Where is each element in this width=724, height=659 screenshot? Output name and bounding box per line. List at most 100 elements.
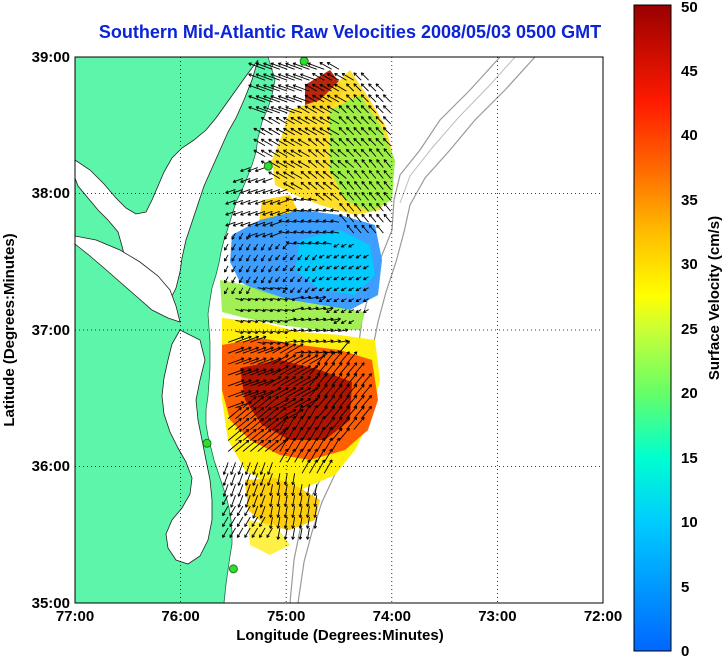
velocity-vector (227, 417, 242, 430)
velocity-vector (225, 210, 236, 216)
velocity-vector (312, 83, 325, 92)
velocity-vector (285, 95, 303, 103)
velocity-vector (368, 105, 377, 114)
velocity-vector (277, 62, 295, 70)
velocity-vector (308, 208, 317, 212)
velocity-vector (340, 254, 347, 259)
velocity-vector (227, 379, 245, 387)
velocity-vector (269, 210, 281, 216)
velocity-vector (330, 208, 340, 212)
velocity-vector (294, 387, 311, 398)
velocity-vector (282, 254, 288, 261)
velocity-vector (324, 350, 334, 354)
velocity-vector (246, 243, 251, 251)
y-axis-label: Latitude (Degrees:Minutes) (1, 233, 18, 426)
velocity-vector (360, 148, 369, 157)
velocity-vector (270, 84, 288, 92)
velocity-vector (297, 265, 303, 272)
velocity-vector (278, 230, 288, 234)
velocity-vector (257, 308, 266, 313)
velocity-vector (348, 265, 355, 270)
velocity-vector (262, 188, 273, 194)
velocity-vector (276, 495, 281, 507)
velocity-vector (297, 127, 310, 136)
velocity-vector (255, 73, 273, 81)
velocity-vector (309, 350, 319, 354)
velocity-vector (368, 94, 377, 103)
radar-station-marker (299, 56, 309, 66)
velocity-vector (235, 379, 252, 387)
velocity-vector (235, 357, 252, 365)
velocity-vector (254, 188, 266, 194)
velocity-vector (252, 505, 259, 519)
velocity-vector (297, 138, 310, 147)
velocity-vector (313, 506, 318, 518)
velocity-vector (270, 62, 288, 70)
velocity-vector (353, 148, 362, 157)
velocity-vector (276, 516, 281, 529)
velocity-vector (235, 346, 252, 354)
velocity-vector (339, 202, 347, 212)
velocity-vector (257, 417, 272, 430)
velocity-vector (287, 409, 304, 420)
velocity-vector (235, 319, 244, 324)
velocity-vector (353, 94, 362, 103)
velocity-vector (307, 181, 318, 190)
velocity-vector (227, 335, 245, 343)
velocity-vector (275, 243, 281, 250)
velocity-vector (250, 428, 265, 441)
plot-frame (74, 56, 604, 604)
velocity-vector (282, 287, 288, 294)
velocity-vector (318, 298, 325, 303)
velocity-vector (304, 276, 310, 283)
velocity-vector (353, 116, 362, 125)
velocity-vector (222, 516, 229, 527)
velocity-vector (269, 506, 273, 518)
velocity-vector (348, 298, 355, 303)
velocity-vector (355, 276, 362, 281)
velocity-vector (331, 339, 341, 343)
velocity-vector (319, 72, 332, 81)
velocity-vector (222, 462, 229, 475)
velocity-vector (224, 265, 229, 273)
velocity-vector (247, 188, 258, 194)
velocity-vector (285, 106, 303, 114)
velocity-vector (346, 213, 355, 223)
velocity-vector (230, 462, 236, 475)
velocity-vector (227, 401, 245, 409)
velocity-vector (339, 213, 347, 223)
velocity-vector (250, 417, 265, 430)
velocity-vector (338, 351, 350, 365)
y-tick-label: 39:00 (32, 49, 70, 66)
velocity-vector (316, 328, 327, 333)
velocity-vector (308, 219, 317, 223)
velocity-vector (279, 365, 297, 376)
velocity-vector (259, 527, 266, 538)
velocity-vector (255, 106, 273, 114)
velocity-vector (360, 105, 369, 114)
velocity-vector (287, 398, 304, 409)
velocity-vector (272, 308, 281, 313)
velocity-vector (283, 149, 295, 158)
velocity-vector (250, 407, 265, 420)
velocity-vector (338, 127, 347, 136)
gridlines (75, 57, 603, 603)
velocity-vector (291, 506, 296, 518)
y-axis-ticks: 39:00 38:00 37:00 36:00 35:00 (32, 49, 70, 612)
velocity-vector (355, 265, 362, 270)
velocity-vector (368, 181, 377, 190)
velocity-vector (291, 527, 296, 540)
velocity-vector (333, 320, 340, 324)
velocity-vector (292, 73, 310, 81)
velocity-vector (300, 73, 317, 81)
velocity-vector (306, 495, 310, 507)
velocity-vector (227, 357, 245, 365)
velocity-vector (259, 473, 266, 486)
velocity-vector (353, 72, 362, 81)
lower-bay (75, 235, 181, 323)
velocity-vector (326, 265, 332, 270)
velocity-vector (338, 116, 347, 125)
velocity-vector (250, 308, 259, 313)
velocity-vector (348, 309, 355, 313)
